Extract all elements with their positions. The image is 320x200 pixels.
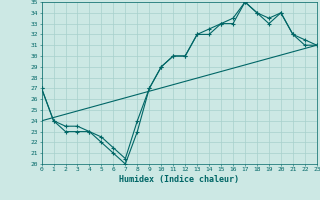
X-axis label: Humidex (Indice chaleur): Humidex (Indice chaleur) bbox=[119, 175, 239, 184]
